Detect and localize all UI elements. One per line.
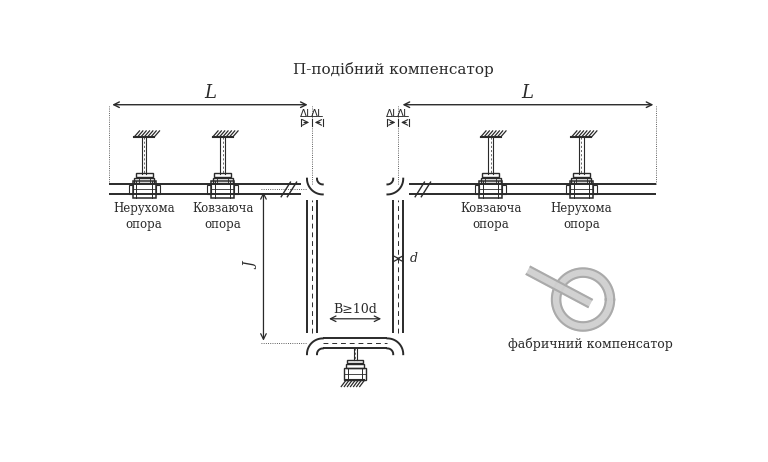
- Text: B≥10d: B≥10d: [333, 303, 377, 316]
- Bar: [481, 178, 501, 183]
- Text: ΔL: ΔL: [300, 109, 313, 119]
- Bar: [482, 173, 499, 177]
- Text: Нерухома
опора: Нерухома опора: [551, 202, 612, 231]
- Text: Нерухома
опора: Нерухома опора: [114, 202, 175, 231]
- Text: ΔL: ΔL: [397, 109, 410, 119]
- Text: d: d: [409, 252, 417, 265]
- Bar: [347, 360, 362, 364]
- Bar: [207, 185, 211, 194]
- Text: L: L: [521, 84, 533, 102]
- Bar: [211, 181, 234, 198]
- Text: фабричний компенсатор: фабричний компенсатор: [508, 337, 674, 351]
- Bar: [346, 364, 364, 368]
- Bar: [573, 173, 590, 177]
- Text: ΔL: ΔL: [311, 109, 324, 119]
- Bar: [344, 368, 366, 380]
- Text: Ковзаюча
опора: Ковзаюча опора: [460, 202, 521, 231]
- Bar: [566, 185, 570, 194]
- Text: П-подібний компенсатор: П-подібний компенсатор: [293, 61, 494, 77]
- Bar: [214, 173, 231, 177]
- Bar: [129, 185, 133, 194]
- Bar: [136, 173, 153, 177]
- Text: ΔL: ΔL: [386, 109, 399, 119]
- Bar: [593, 185, 597, 194]
- Bar: [133, 181, 156, 198]
- Text: Ковзаюча
опора: Ковзаюча опора: [192, 202, 253, 231]
- Text: J: J: [245, 264, 259, 269]
- Bar: [134, 178, 154, 183]
- Bar: [571, 178, 591, 183]
- Bar: [213, 178, 233, 183]
- Bar: [502, 185, 506, 194]
- Text: L: L: [205, 84, 217, 102]
- Bar: [570, 181, 593, 198]
- Bar: [234, 185, 238, 194]
- Bar: [475, 185, 479, 194]
- Bar: [479, 181, 502, 198]
- Bar: [156, 185, 160, 194]
